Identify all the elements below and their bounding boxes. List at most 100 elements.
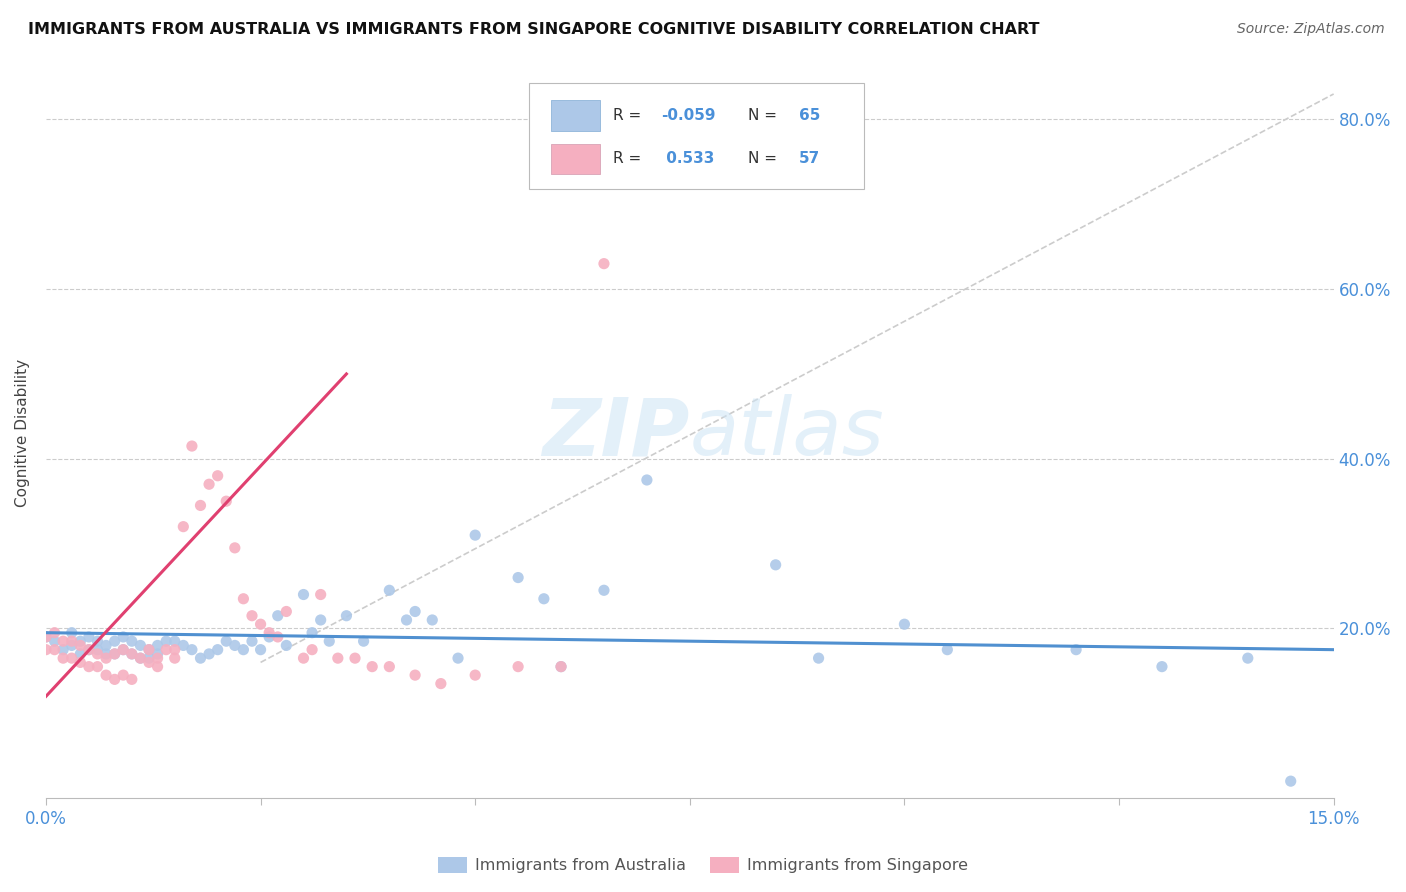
Point	[104, 647, 127, 661]
FancyBboxPatch shape	[529, 83, 863, 189]
Point	[60, 651, 83, 665]
Text: ZIP: ZIP	[543, 394, 690, 473]
Point	[198, 477, 221, 491]
Point	[276, 639, 298, 653]
Point	[172, 639, 194, 653]
Point	[163, 634, 186, 648]
Legend: Immigrants from Australia, Immigrants from Singapore: Immigrants from Australia, Immigrants fr…	[432, 850, 974, 880]
Text: IMMIGRANTS FROM AUSTRALIA VS IMMIGRANTS FROM SINGAPORE COGNITIVE DISABILITY CORR: IMMIGRANTS FROM AUSTRALIA VS IMMIGRANTS …	[28, 22, 1039, 37]
Point	[361, 659, 384, 673]
Point	[146, 659, 169, 673]
Point	[86, 642, 108, 657]
Point	[420, 613, 443, 627]
Point	[207, 642, 229, 657]
Text: 57: 57	[799, 152, 821, 167]
Point	[52, 634, 75, 648]
Point	[636, 473, 658, 487]
Point	[292, 588, 315, 602]
Point	[353, 634, 375, 648]
Point	[1064, 642, 1087, 657]
Point	[180, 439, 202, 453]
Point	[69, 647, 91, 661]
Point	[343, 651, 366, 665]
Point	[86, 647, 108, 661]
Text: R =: R =	[613, 108, 645, 123]
Point	[69, 634, 91, 648]
Point	[112, 642, 135, 657]
Point	[35, 630, 58, 644]
Point	[326, 651, 349, 665]
Point	[94, 639, 117, 653]
Point	[35, 630, 58, 644]
Point	[104, 647, 127, 661]
Point	[138, 656, 160, 670]
Point	[86, 659, 108, 673]
Text: Source: ZipAtlas.com: Source: ZipAtlas.com	[1237, 22, 1385, 37]
Text: 65: 65	[799, 108, 821, 123]
Point	[104, 673, 127, 687]
Point	[129, 651, 152, 665]
Point	[69, 639, 91, 653]
Text: -0.059: -0.059	[661, 108, 716, 123]
Point	[198, 647, 221, 661]
Point	[464, 668, 486, 682]
Point	[121, 673, 143, 687]
Point	[292, 651, 315, 665]
Point	[129, 639, 152, 653]
Point	[593, 257, 616, 271]
Point	[112, 668, 135, 682]
Point	[190, 499, 212, 513]
Point	[893, 617, 915, 632]
Point	[593, 583, 616, 598]
Point	[129, 651, 152, 665]
Point	[224, 541, 246, 555]
Point	[257, 630, 280, 644]
Point	[1236, 651, 1258, 665]
FancyBboxPatch shape	[551, 144, 600, 174]
Point	[508, 659, 530, 673]
Point	[77, 659, 100, 673]
Point	[232, 591, 254, 606]
Point	[146, 651, 169, 665]
Point	[430, 676, 453, 690]
Point	[464, 528, 486, 542]
Point	[52, 642, 75, 657]
Point	[309, 613, 332, 627]
Point	[104, 634, 127, 648]
Point	[533, 591, 555, 606]
Point	[395, 613, 418, 627]
Point	[267, 630, 290, 644]
Point	[224, 639, 246, 653]
Point	[301, 625, 323, 640]
Point	[138, 651, 160, 665]
Point	[146, 647, 169, 661]
Point	[404, 668, 426, 682]
Text: N =: N =	[748, 108, 782, 123]
Point	[69, 656, 91, 670]
FancyBboxPatch shape	[551, 100, 600, 130]
Point	[172, 519, 194, 533]
Point	[232, 642, 254, 657]
Point	[86, 634, 108, 648]
Point	[309, 588, 332, 602]
Point	[77, 642, 100, 657]
Point	[121, 647, 143, 661]
Point	[121, 634, 143, 648]
Point	[44, 634, 66, 648]
Point	[77, 642, 100, 657]
Point	[155, 634, 177, 648]
Point	[94, 651, 117, 665]
Point	[207, 468, 229, 483]
Point	[1150, 659, 1173, 673]
Point	[550, 659, 572, 673]
Y-axis label: Cognitive Disability: Cognitive Disability	[15, 359, 30, 508]
Point	[94, 647, 117, 661]
Point	[112, 630, 135, 644]
Point	[267, 608, 290, 623]
Text: 0.533: 0.533	[661, 152, 714, 167]
Point	[52, 651, 75, 665]
Point	[180, 642, 202, 657]
Point	[636, 171, 658, 186]
Text: N =: N =	[748, 152, 782, 167]
Point	[249, 642, 271, 657]
